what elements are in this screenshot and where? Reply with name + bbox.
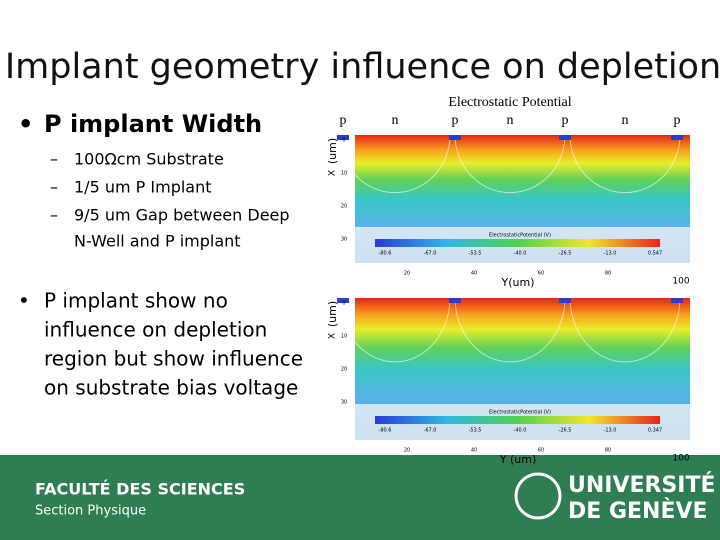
sub-dash: – — [50, 206, 58, 225]
x-axis-label: X — [328, 333, 338, 339]
colorbar-tick: -67.0 — [424, 428, 437, 434]
implant-label: p — [562, 113, 569, 128]
colorbar-tick: 0.347 — [648, 428, 662, 434]
colorbar-tick: -26.5 — [559, 428, 572, 434]
bullet: on substrate bias voltage — [44, 376, 298, 400]
depletion-arc — [569, 134, 681, 194]
colorbar-tick: -53.5 — [469, 251, 482, 257]
section: Section Physique — [35, 504, 146, 519]
faculty: FACULTÉ DES SCIENCES — [35, 480, 245, 499]
implant — [449, 135, 461, 140]
logo — [514, 472, 562, 520]
depletion-arc — [569, 297, 681, 363]
y-tick-label: 0 — [342, 301, 345, 307]
depletion-arc — [339, 297, 451, 363]
colorbar-tick: -80.6 — [379, 251, 392, 257]
implant — [559, 298, 571, 303]
implant-label: p — [674, 113, 681, 128]
sub-dash: – — [50, 178, 58, 197]
implant-label: p — [452, 113, 459, 128]
sub-bullet: 100Ωcm Substrate — [74, 150, 224, 169]
sub-bullet: N-Well and P implant — [74, 232, 241, 251]
x-tick-label: 60 — [538, 271, 544, 277]
sub-dash: – — [50, 150, 58, 169]
y-tick-label: 0 — [342, 138, 345, 144]
x-tick-label: 40 — [471, 448, 477, 454]
colorbar-tick: -53.5 — [469, 428, 482, 434]
implant — [671, 135, 683, 140]
colorbar-title: ElectrostaticPotential (V) — [489, 233, 551, 239]
y-axis-label: (um) — [326, 301, 339, 327]
implant — [671, 298, 683, 303]
x-tick-label: 40 — [471, 271, 477, 277]
x-max-label: 100 — [672, 454, 689, 464]
x-tick-label: 60 — [538, 448, 544, 454]
colorbar-tick: -13.0 — [604, 428, 617, 434]
colorbar-tick: -13.0 — [604, 251, 617, 257]
y-tick-label: 30 — [341, 400, 347, 406]
y-tick-label: 30 — [341, 237, 347, 243]
y-tick-label: 20 — [341, 204, 347, 210]
y-axis-label: (um) — [326, 138, 339, 164]
university: DE GENÈVE — [568, 498, 708, 524]
depletion-arc — [454, 297, 566, 363]
colorbar-tick: -40.0 — [514, 251, 527, 257]
sub-bullet: 1/5 um P Implant — [74, 178, 212, 197]
implant — [559, 135, 571, 140]
colorbar-tick: -40.0 — [514, 428, 527, 434]
y-tick-label: 20 — [341, 367, 347, 373]
implant — [337, 135, 349, 140]
x-tick-label: 20 — [404, 271, 410, 277]
colorbar — [375, 416, 660, 424]
x-label: Y(um) — [501, 276, 535, 289]
colorbar-tick: -80.6 — [379, 428, 392, 434]
depletion-arc — [339, 134, 451, 194]
sub-bullet: 9/5 um Gap between Deep — [74, 206, 290, 225]
bullet-dot: • — [18, 289, 30, 313]
colorbar-tick: -67.0 — [424, 251, 437, 257]
colorbar-tick: 0.547 — [648, 251, 662, 257]
x-max-label: 100 — [672, 277, 689, 287]
colorbar-title: ElectrostaticPotential (V) — [489, 410, 551, 416]
implant-label: n — [622, 113, 629, 128]
university: UNIVERSITÉ — [568, 472, 716, 498]
y-tick-label: 10 — [341, 171, 347, 177]
implant-label: p — [340, 113, 347, 128]
bullet: P implant show no — [44, 289, 228, 313]
implant — [337, 298, 349, 303]
footer-band — [0, 455, 720, 540]
x-tick-label: 80 — [605, 271, 611, 277]
x-axis-label: X — [328, 170, 338, 176]
y-tick-label: 10 — [341, 334, 347, 340]
bullet: region but show influence — [44, 347, 303, 371]
bullet-dot: • — [18, 110, 33, 138]
depletion-arc — [454, 134, 566, 194]
implant — [449, 298, 461, 303]
implant-label: n — [392, 113, 399, 128]
bullet: influence on depletion — [44, 318, 267, 342]
colorbar-tick: -26.5 — [559, 251, 572, 257]
x-tick-label: 20 — [404, 448, 410, 454]
slide-title: Implant geometry influence on depletion — [5, 47, 720, 87]
x-tick-label: 80 — [605, 448, 611, 454]
x-label: Y (um) — [499, 453, 537, 466]
implant-label: n — [507, 113, 514, 128]
bullet: P implant Width — [44, 110, 262, 138]
colorbar — [375, 239, 660, 247]
figure-title: Electrostatic Potential — [448, 95, 571, 110]
